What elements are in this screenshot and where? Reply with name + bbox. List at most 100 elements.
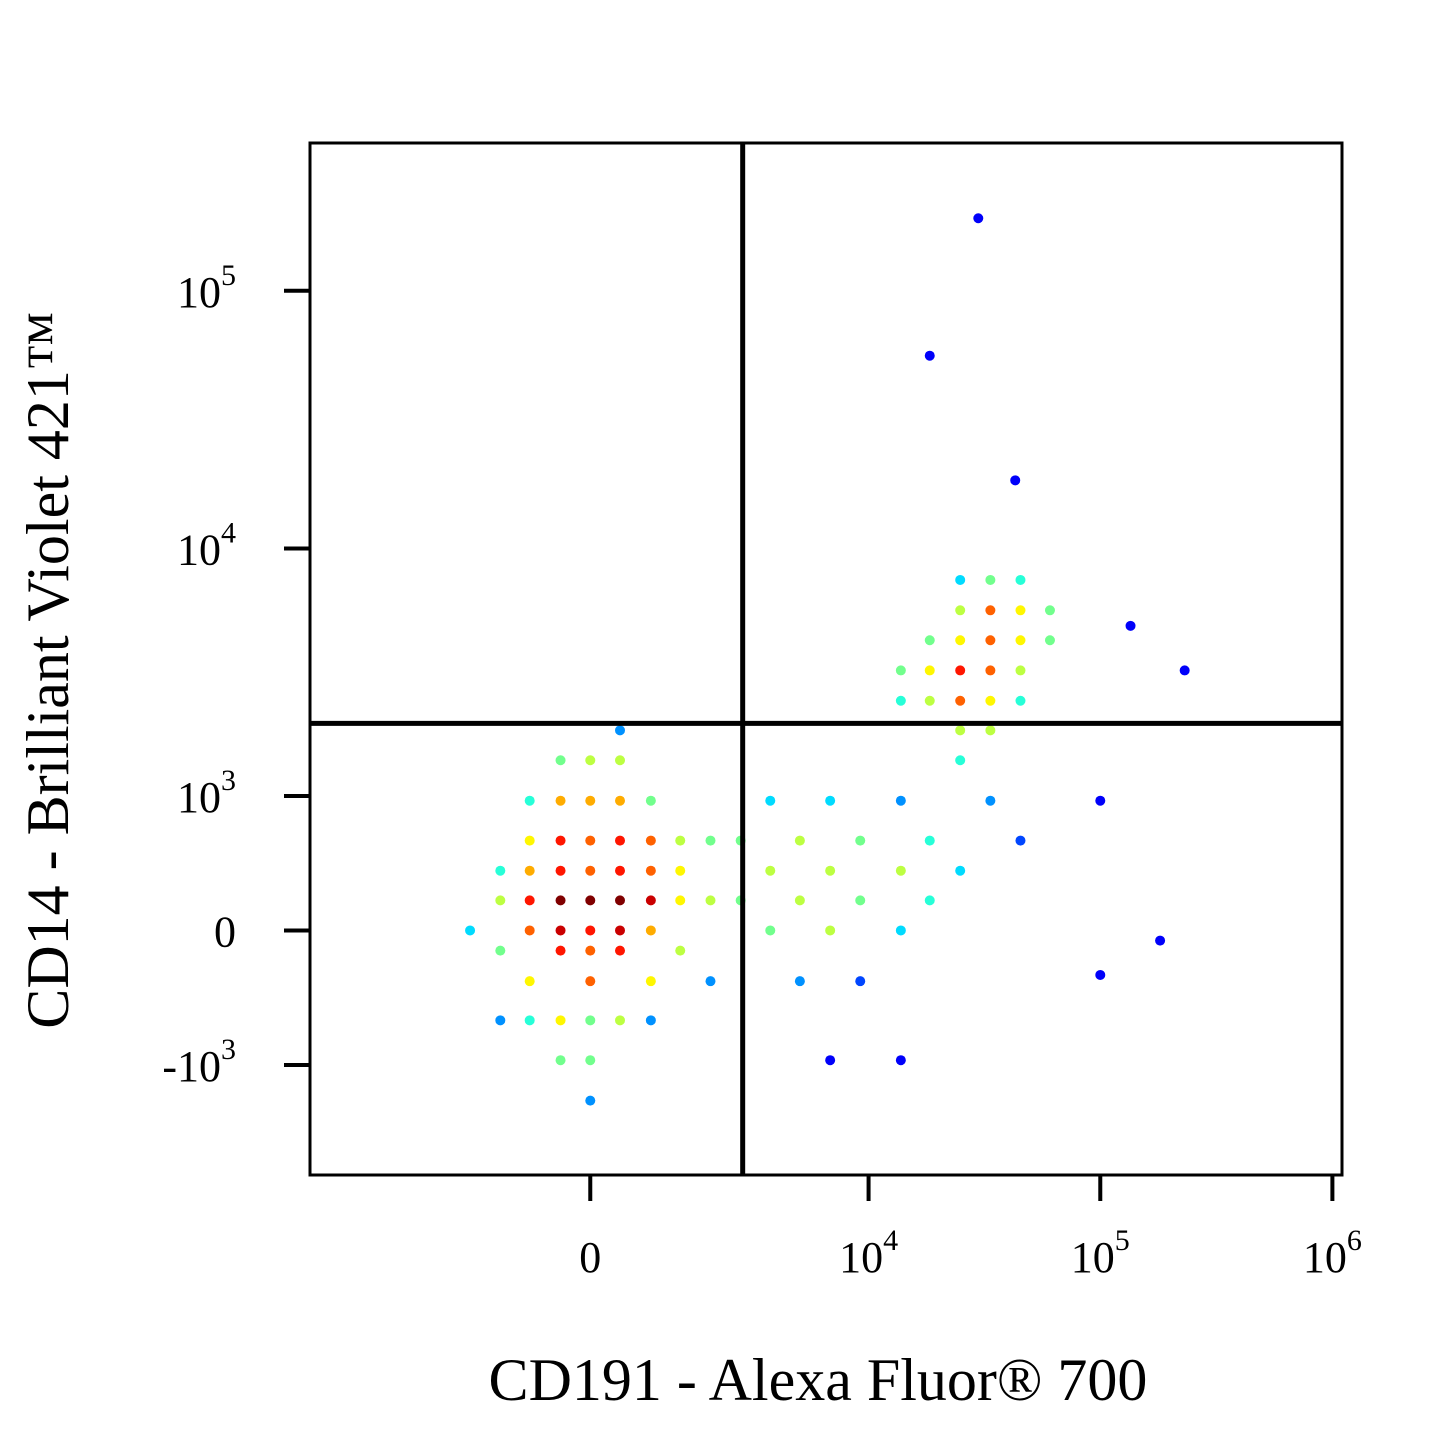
point bbox=[985, 574, 996, 585]
point bbox=[955, 635, 966, 646]
point bbox=[855, 835, 866, 846]
point bbox=[955, 574, 966, 585]
point bbox=[585, 835, 596, 846]
point bbox=[645, 835, 656, 846]
point bbox=[615, 865, 626, 876]
point bbox=[1125, 620, 1136, 631]
point bbox=[615, 835, 626, 846]
point bbox=[924, 695, 935, 706]
point bbox=[675, 865, 686, 876]
point bbox=[615, 925, 626, 936]
x-axis-title: CD191 - Alexa Fluor® 700 bbox=[489, 1347, 1148, 1413]
point bbox=[1015, 635, 1026, 646]
point bbox=[1015, 665, 1026, 676]
tick-exponent: 6 bbox=[1347, 1224, 1362, 1257]
point bbox=[1095, 969, 1106, 980]
tick-exponent: 5 bbox=[221, 259, 236, 292]
point bbox=[615, 1015, 626, 1026]
point bbox=[675, 895, 686, 906]
point bbox=[585, 976, 596, 987]
point bbox=[495, 865, 506, 876]
point bbox=[615, 895, 626, 906]
point bbox=[895, 865, 906, 876]
point bbox=[895, 925, 906, 936]
point bbox=[555, 925, 566, 936]
point bbox=[524, 1015, 535, 1026]
tick-base: -10 bbox=[162, 1042, 221, 1091]
point bbox=[895, 695, 906, 706]
point bbox=[1015, 695, 1026, 706]
point bbox=[895, 795, 906, 806]
point bbox=[645, 795, 656, 806]
point bbox=[794, 895, 805, 906]
tick-label: 103 bbox=[177, 764, 236, 822]
tick-label: 105 bbox=[1071, 1224, 1130, 1282]
tick-base: 10 bbox=[1071, 1233, 1115, 1282]
tick-label: 104 bbox=[177, 517, 236, 575]
point bbox=[985, 725, 996, 736]
point bbox=[1015, 574, 1026, 585]
point bbox=[555, 895, 566, 906]
point bbox=[585, 895, 596, 906]
point bbox=[924, 665, 935, 676]
point bbox=[1179, 665, 1190, 676]
tick-base: 10 bbox=[177, 268, 221, 317]
point bbox=[985, 665, 996, 676]
point bbox=[555, 945, 566, 956]
point bbox=[1095, 795, 1106, 806]
point bbox=[555, 865, 566, 876]
point bbox=[973, 213, 984, 224]
point bbox=[955, 695, 966, 706]
point bbox=[855, 976, 866, 987]
point bbox=[985, 605, 996, 616]
point bbox=[615, 795, 626, 806]
point bbox=[524, 795, 535, 806]
point bbox=[585, 795, 596, 806]
tick-label: -103 bbox=[162, 1033, 236, 1091]
point bbox=[895, 1055, 906, 1066]
tick-exponent: 3 bbox=[221, 764, 236, 797]
point bbox=[955, 605, 966, 616]
point bbox=[495, 1015, 506, 1026]
point bbox=[495, 895, 506, 906]
point bbox=[924, 350, 935, 361]
point bbox=[955, 755, 966, 766]
point bbox=[825, 865, 836, 876]
point bbox=[985, 695, 996, 706]
point bbox=[675, 945, 686, 956]
point bbox=[765, 795, 776, 806]
point bbox=[825, 925, 836, 936]
point bbox=[615, 755, 626, 766]
tick-base: 10 bbox=[1303, 1233, 1347, 1282]
point bbox=[524, 976, 535, 987]
point bbox=[555, 1055, 566, 1066]
point bbox=[955, 865, 966, 876]
point bbox=[465, 925, 476, 936]
point bbox=[524, 865, 535, 876]
tick-label: 0 bbox=[214, 907, 236, 956]
point bbox=[985, 635, 996, 646]
point bbox=[524, 925, 535, 936]
point bbox=[895, 665, 906, 676]
tick-exponent: 3 bbox=[221, 1033, 236, 1066]
tick-exponent: 4 bbox=[883, 1224, 898, 1257]
point bbox=[794, 976, 805, 987]
point bbox=[1015, 835, 1026, 846]
point bbox=[705, 976, 716, 987]
point bbox=[924, 895, 935, 906]
point bbox=[955, 665, 966, 676]
point bbox=[675, 835, 686, 846]
point bbox=[555, 755, 566, 766]
point bbox=[585, 755, 596, 766]
point bbox=[1155, 935, 1166, 946]
point bbox=[955, 725, 966, 736]
point bbox=[645, 925, 656, 936]
point bbox=[794, 835, 805, 846]
point bbox=[825, 1055, 836, 1066]
point bbox=[555, 835, 566, 846]
tick-exponent: 4 bbox=[221, 517, 236, 550]
tick-label: 106 bbox=[1303, 1224, 1362, 1282]
point bbox=[585, 1055, 596, 1066]
